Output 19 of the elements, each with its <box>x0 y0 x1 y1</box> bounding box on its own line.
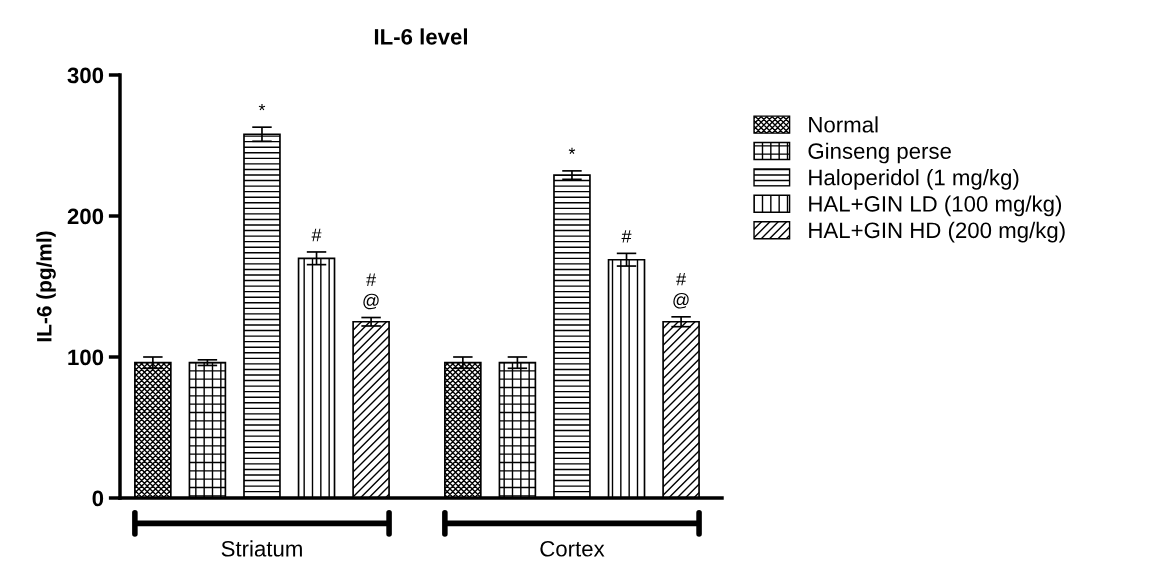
data-label: # <box>621 230 632 243</box>
legend-label: Normal <box>809 116 878 133</box>
data-label: # @ <box>363 273 379 310</box>
y-tick-label: 300 <box>67 67 104 84</box>
legend-label: HAL+GIN HD (200 mg/kg) <box>809 221 1065 243</box>
y-tick-label: 0 <box>92 490 104 507</box>
x-tick-label: Cortex <box>540 540 605 557</box>
data-label: * <box>568 147 576 154</box>
chart-title: IL-6 level <box>374 28 467 45</box>
data-label: * <box>258 103 266 111</box>
x-tick-label: Striatum <box>221 540 302 557</box>
data-label: # @ <box>673 272 689 309</box>
y-axis-title: IL-6 (pg/ml) <box>36 231 56 342</box>
data-label: # <box>311 228 322 242</box>
legend-label: HAL+GIN LD (100 mg/kg) <box>809 195 1062 217</box>
legend-label: Haloperidol (1 mg/kg) <box>809 169 1019 190</box>
y-tick-label: 200 <box>67 208 104 225</box>
y-tick-label: 100 <box>68 349 104 366</box>
legend-label: Ginseng perse <box>808 142 951 164</box>
